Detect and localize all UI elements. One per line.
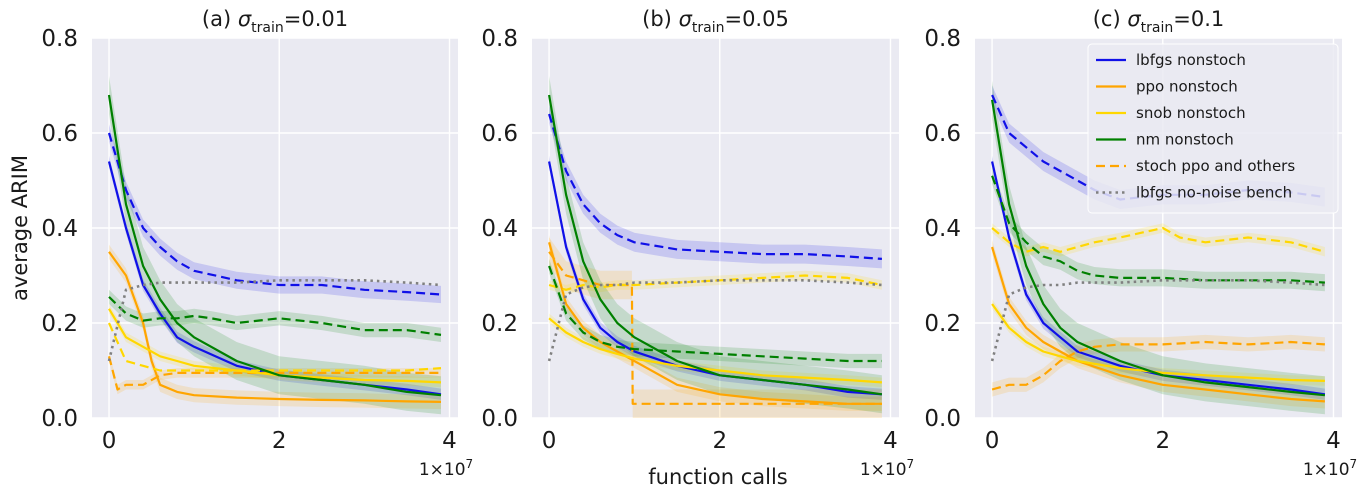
y-tick-label: 0.0 — [41, 406, 78, 432]
band-nm-solid — [992, 80, 1325, 415]
series-lines — [990, 94, 1326, 403]
series-nm-dashed — [991, 175, 1325, 284]
series-snob-solid — [548, 317, 882, 384]
y-tick-label: 0.0 — [481, 406, 518, 432]
series-nm-solid — [548, 94, 883, 396]
band-nm-dashed — [992, 167, 1325, 292]
x-multiplier: 1×107 — [860, 457, 914, 480]
series-lbfgs-dashed — [107, 132, 442, 296]
series-bench-dotted — [107, 278, 442, 362]
y-tick-label: 0.2 — [924, 311, 961, 337]
x-tick-label: 2 — [712, 428, 727, 454]
legend-label: lbfgs no-noise bench — [1136, 184, 1292, 202]
series-nm-solid — [107, 94, 442, 397]
series-lines — [107, 94, 442, 403]
legend-label: lbfgs nonstoch — [1136, 51, 1246, 69]
x-tick-label: 0 — [542, 428, 557, 454]
panel-title-b: (b) σtrain=0.05 — [642, 7, 789, 36]
series-snob-solid — [108, 308, 442, 384]
legend-label: ppo nonstoch — [1136, 78, 1238, 96]
tick-labels: 0.0 0.2 0.4 0.6 0.8 0 2 4 — [481, 26, 897, 454]
band-nm-dashed — [549, 258, 882, 369]
legend: lbfgs nonstoch ppo nonstoch snob nonstoch n… — [1087, 43, 1339, 214]
series-lbfgs-solid — [991, 161, 1326, 396]
series-ppo-solid — [548, 242, 882, 405]
series-ppo-solid — [991, 246, 1325, 403]
y-tick-label: 0.8 — [924, 26, 961, 52]
tick-labels: 0.0 0.2 0.4 0.6 0.8 0 2 4 — [924, 26, 1340, 454]
x-tick-label: 4 — [442, 428, 457, 454]
y-axis-label: average ARIM — [8, 155, 32, 301]
panel-title-c: (c) σtrain=0.1 — [1093, 7, 1225, 36]
series-ppo-dashed — [991, 340, 1325, 391]
x-tick-label: 4 — [883, 428, 898, 454]
band-lbfgs-dashed — [549, 104, 882, 269]
x-tick-label: 2 — [272, 428, 287, 454]
panel-b: 0.0 0.2 0.4 0.6 0.8 0 2 4 (b) σtrain=0.05 1×107 — [481, 7, 914, 480]
x-axis-label: function calls — [648, 465, 787, 489]
y-tick-label: 0.6 — [41, 121, 78, 147]
x-tick-label: 0 — [985, 428, 1000, 454]
band-lbfgs-dashed — [109, 124, 441, 304]
band-ppo-dashed — [549, 237, 882, 418]
y-tick-label: 0.2 — [41, 311, 78, 337]
panel-c: 0.00.20.40.60.80 2 4 (c) σtrain=0.1 1×107 … — [924, 7, 1357, 480]
series-ppo-solid — [108, 251, 442, 403]
y-tick-label: 0.0 — [924, 406, 961, 432]
series-ppo-dashed — [107, 356, 441, 391]
y-tick-label: 0.2 — [481, 311, 518, 337]
legend-label: stoch ppo and others — [1136, 157, 1295, 175]
band-lbfgs-dashed — [992, 85, 1325, 209]
y-tick-label: 0.6 — [481, 121, 518, 147]
series-nm-dashed — [108, 296, 442, 336]
band-snob-solid — [992, 299, 1325, 386]
gridlines — [532, 37, 899, 419]
gridlines — [92, 37, 458, 419]
legend-label: nm nonstoch — [1136, 131, 1234, 149]
series-lbfgs-dashed — [548, 113, 882, 260]
band-nm-solid — [109, 76, 441, 415]
legend-label: snob nonstoch — [1136, 104, 1246, 122]
series-lines — [547, 94, 883, 405]
panel-title-a: (a) σtrain=0.01 — [202, 7, 348, 36]
series-snob-dashed — [107, 322, 442, 372]
y-tick-label: 0.8 — [481, 26, 518, 52]
series-nm-solid — [991, 99, 1326, 397]
y-tick-label: 0.4 — [481, 216, 518, 242]
y-tick-label: 0.6 — [924, 121, 961, 147]
x-multiplier: 1×107 — [419, 457, 473, 480]
panel-a: 0.0 0.2 0.4 0.6 0.8 0 2 4 (a) σtrain=0.01 1×107 — [41, 7, 473, 480]
series-snob-dashed — [991, 226, 1326, 253]
x-tick-label: 0 — [102, 428, 117, 454]
band-ppo-solid — [992, 239, 1325, 409]
series-snob-dashed — [548, 274, 883, 291]
series-nm-dashed — [548, 265, 882, 363]
tick-labels: 0.0 0.2 0.4 0.6 0.8 0 2 4 — [41, 26, 456, 454]
series-ppo-dashed — [548, 251, 882, 405]
legend-box — [1087, 43, 1339, 214]
x-multiplier: 1×107 — [1303, 457, 1357, 480]
x-tick-label: 4 — [1326, 428, 1341, 454]
y-tick-label: 0.4 — [924, 216, 961, 242]
y-tick-label: 0.4 — [41, 216, 78, 242]
series-snob-solid — [991, 303, 1325, 382]
x-tick-label: 2 — [1155, 428, 1170, 454]
y-tick-label: 0.8 — [41, 26, 78, 52]
